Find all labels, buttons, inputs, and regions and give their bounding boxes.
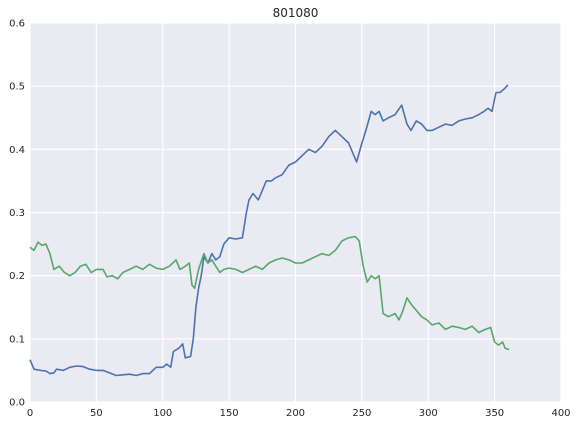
x-tick-label: 400 [551, 408, 570, 419]
y-tick-label: 0.0 [9, 398, 25, 409]
series-layer [29, 84, 510, 377]
series-line-1 [29, 84, 509, 377]
x-tick-label: 200 [286, 408, 305, 419]
chart-title: 801080 [273, 6, 319, 20]
x-axis-ticks: 0 50 100 150 200 250 300 350 400 [27, 408, 571, 419]
x-tick-label: 250 [352, 408, 371, 419]
x-tick-label: 100 [153, 408, 172, 419]
x-tick-label: 50 [90, 408, 103, 419]
y-tick-label: 0.1 [9, 334, 25, 345]
y-tick-label: 0.5 [9, 82, 25, 93]
x-tick-label: 0 [27, 408, 33, 419]
y-tick-label: 0.4 [9, 145, 25, 156]
x-tick-label: 150 [220, 408, 239, 419]
y-tick-label: 0.3 [9, 208, 25, 219]
gridlines [29, 22, 562, 403]
x-tick-label: 350 [485, 408, 504, 419]
y-tick-label: 0.2 [9, 271, 25, 282]
x-tick-label: 300 [419, 408, 438, 419]
y-tick-label: 0.6 [9, 19, 25, 30]
y-axis-ticks: 0.0 0.1 0.2 0.3 0.4 0.5 0.6 [9, 19, 25, 409]
series-line-2 [29, 235, 510, 351]
